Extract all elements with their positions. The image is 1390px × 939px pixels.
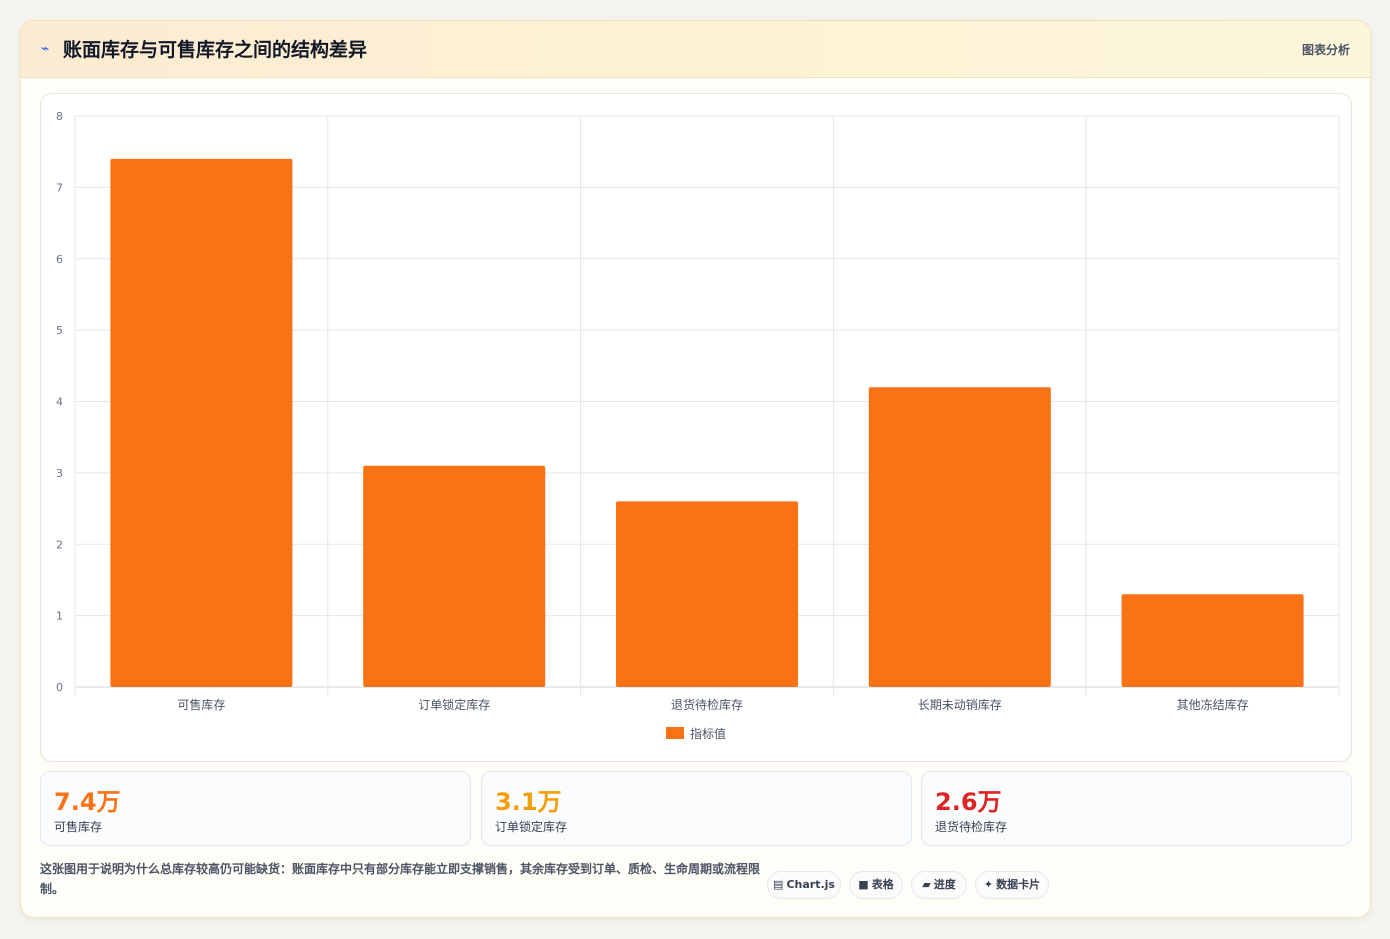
tag-label: 进度	[933, 878, 956, 891]
legend-swatch	[666, 727, 684, 739]
x-tick-label: 可售库存	[177, 697, 225, 712]
y-tick-label: 0	[56, 681, 63, 694]
tag-label: Chart.js	[786, 878, 835, 891]
stat-value: 2.6万	[935, 788, 1002, 816]
y-tick-label: 7	[56, 181, 63, 194]
bar-chart: 0 1 2 3 4 5 6 7 8 可售库存 订单锁定库存 退货待检库存 长期未动销库存 其他冻结库存指标…	[56, 110, 1340, 741]
bar	[868, 387, 1051, 687]
stat-card-order-locked: 3.1万 订单锁定库存	[481, 771, 912, 846]
legend-label: 指标值	[690, 726, 726, 741]
bar	[615, 501, 799, 687]
y-tick-label: 8	[56, 110, 63, 123]
lightning-icon: ⌁	[41, 41, 50, 57]
chart-container: 0 1 2 3 4 5 6 7 8 可售库存 订单锁定库存 退货待检库存 长期未动销库存 其他冻结库存指标…	[40, 93, 1352, 762]
x-tick-label: 其他冻结库存	[1177, 697, 1249, 712]
stat-value: 7.4万	[54, 788, 121, 816]
bar	[1121, 594, 1304, 687]
x-tick-label: 退货待检库存	[671, 697, 743, 712]
chart-card: ⌁ 账面库存与可售库存之间的结构差异 图表分析 0 1 2 3 4 5 6 7 8 可售库存 订单锁…	[20, 20, 1371, 918]
stat-label: 订单锁定库存	[495, 820, 568, 834]
tag-label: 数据卡片	[996, 878, 1041, 891]
progress-icon: ▰	[922, 878, 931, 891]
chart-icon: ▤	[773, 878, 784, 891]
x-tick-label: 长期未动销库存	[918, 697, 1002, 712]
table-icon: ■	[858, 878, 869, 891]
tag-chartjs[interactable]: ▤ Chart.js	[767, 871, 841, 899]
card-title: 账面库存与可售库存之间的结构差异	[63, 39, 368, 61]
y-tick-label: 1	[56, 610, 63, 623]
stat-label: 退货待检库存	[935, 820, 1008, 834]
tag-data-card[interactable]: ✦ 数据卡片	[975, 871, 1049, 899]
y-tick-label: 5	[56, 324, 63, 337]
bar	[363, 465, 546, 687]
y-tick-label: 6	[56, 253, 63, 266]
stat-card-return-inspection: 2.6万 退货待检库存	[921, 771, 1352, 846]
stat-label: 可售库存	[54, 820, 103, 834]
x-tick-label: 订单锁定库存	[418, 697, 490, 712]
card-header: ⌁ 账面库存与可售库存之间的结构差异 图表分析	[21, 21, 1370, 78]
chart-footnote: 这张图用于说明为什么总库存较高仍可能缺货：账面库存中只有部分库存能立即支撑销售，…	[40, 862, 761, 896]
tag-progress[interactable]: ▰ 进度	[911, 871, 967, 899]
bar	[110, 158, 293, 687]
y-tick-label: 2	[56, 538, 63, 551]
stat-value: 3.1万	[495, 788, 562, 816]
tag-table[interactable]: ■ 表格	[849, 871, 903, 899]
sparkle-icon: ✦	[983, 878, 994, 891]
chart-analysis-link[interactable]: 图表分析	[1301, 43, 1350, 57]
y-tick-label: 3	[56, 467, 63, 480]
stat-card-available: 7.4万 可售库存	[40, 771, 471, 846]
y-tick-label: 4	[56, 396, 63, 409]
tag-label: 表格	[871, 878, 894, 891]
